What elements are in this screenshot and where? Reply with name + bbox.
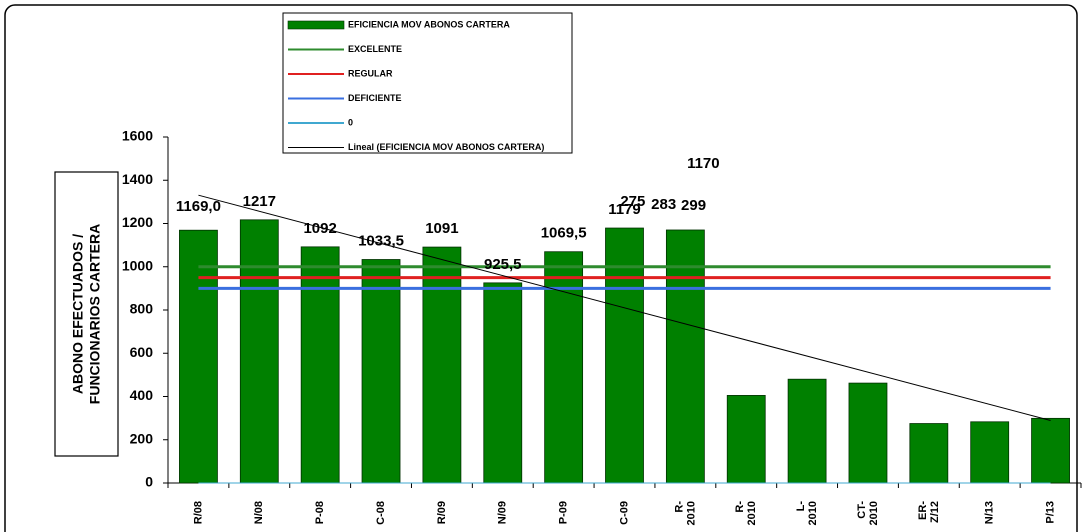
legend-label: 0 [348, 117, 353, 127]
y-axis-title: FUNCIONARIOS CARTERA [87, 224, 103, 404]
x-tick-label: P/13 [1044, 501, 1056, 524]
legend-box [282, 12, 573, 154]
x-tick-label-line: ER- [917, 501, 929, 520]
y-tick-label: 1000 [122, 257, 153, 273]
x-tick-label-line: R- [673, 501, 685, 513]
bar [300, 246, 340, 484]
bar [483, 282, 523, 484]
bar [970, 421, 1010, 484]
legend-label: EXCELENTE [348, 44, 402, 54]
bar [239, 219, 279, 484]
x-tick-label-line: R- [734, 501, 746, 513]
x-tick-label-line: Z/12 [929, 501, 941, 523]
data-label: 1033,5 [358, 232, 404, 249]
data-label: 1179 [608, 201, 641, 218]
legend-label: Lineal (EFICIENCIA MOV ABONOS CARTERA) [348, 142, 544, 152]
x-tick-label: N/13 [984, 501, 996, 524]
data-label: 275 [620, 193, 645, 210]
x-tick-label-line: 2010 [746, 501, 758, 525]
x-tick-label: ER-Z/12 [917, 501, 941, 523]
legend-swatch [287, 20, 345, 30]
x-tick-label: N/09 [497, 501, 509, 524]
x-tick-label: N/08 [253, 501, 265, 524]
bar [665, 229, 705, 484]
x-tick-label-line: L- [795, 501, 807, 512]
y-tick-label: 1400 [122, 171, 153, 187]
x-tick-label-line: 2010 [868, 501, 880, 525]
x-tick-label: C-09 [618, 501, 630, 525]
legend-label: EFICIENCIA MOV ABONOS CARTERA [348, 19, 510, 29]
x-tick-label-line: 2010 [807, 501, 819, 525]
legend-label: DEFICIENTE [348, 93, 402, 103]
bar [848, 382, 888, 484]
x-tick-label: P-09 [558, 501, 570, 524]
legend-label: REGULAR [348, 68, 393, 78]
bar [787, 378, 827, 484]
bar [544, 251, 584, 484]
x-tick-label: R/09 [436, 501, 448, 524]
x-tick-label: R-2010 [673, 501, 697, 526]
y-tick-label: 0 [145, 474, 153, 490]
y-tick-label: 600 [130, 344, 154, 360]
data-label: 1170 [687, 155, 720, 172]
bar [179, 229, 218, 484]
data-label: 925,5 [484, 256, 522, 273]
x-tick-label-line: 2010 [685, 501, 697, 525]
y-tick-label: 400 [130, 387, 154, 403]
data-label: 1069,5 [541, 225, 587, 242]
x-tick-label-line: CT- [856, 501, 868, 519]
y-axis-title-box [54, 171, 119, 457]
y-tick-label: 1600 [122, 128, 153, 144]
x-tick-label: CT-2010 [856, 501, 880, 526]
data-label: 283 [651, 196, 676, 213]
data-label: 1092 [303, 220, 336, 237]
x-tick-label: R/08 [192, 501, 204, 524]
y-tick-label: 200 [130, 430, 154, 446]
trendline [198, 194, 1051, 421]
y-axis-title: ABONO EFECTUADOS / [70, 234, 86, 394]
bar [726, 395, 766, 484]
data-label: 1217 [243, 193, 276, 210]
bar [1031, 417, 1070, 484]
x-tick-label: C-08 [375, 501, 387, 525]
x-tick-label: P-08 [314, 501, 326, 524]
data-label: 1169,0 [176, 198, 221, 215]
bar [361, 259, 401, 484]
x-tick-label: R-2010 [734, 501, 758, 526]
y-tick-label: 800 [130, 301, 154, 317]
bar [909, 423, 949, 484]
x-tick-label: L-2010 [795, 501, 819, 526]
bar [605, 227, 644, 484]
bar [422, 246, 462, 484]
data-label: 299 [681, 197, 706, 214]
y-tick-label: 1200 [122, 214, 153, 230]
data-label: 1091 [425, 220, 458, 237]
